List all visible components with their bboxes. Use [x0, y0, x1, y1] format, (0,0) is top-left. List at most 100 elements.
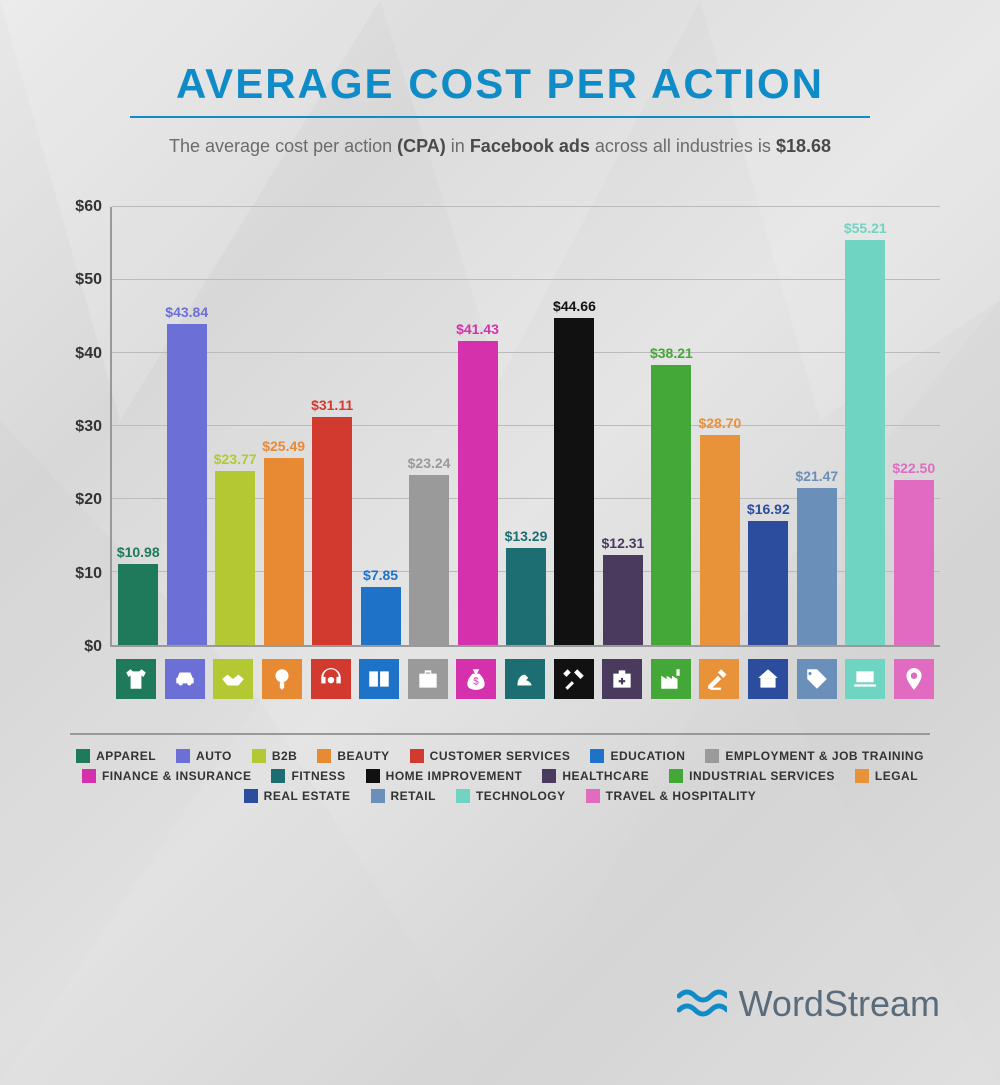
y-tick-label: $40	[75, 345, 102, 363]
bar	[458, 341, 498, 645]
pin-icon	[891, 659, 938, 699]
legend-swatch	[271, 769, 285, 783]
legend-item: AUTO	[176, 749, 232, 763]
bar	[215, 471, 255, 645]
title-underline	[130, 116, 870, 118]
subtitle-text: across all industries is	[590, 136, 776, 156]
bar-value-label: $43.84	[165, 304, 208, 320]
legend-label: BEAUTY	[337, 749, 389, 763]
legend-item: RETAIL	[371, 789, 436, 803]
mirror-icon	[259, 659, 306, 699]
y-axis: $0$10$20$30$40$50$60	[50, 207, 110, 647]
briefcase-icon	[405, 659, 452, 699]
bar	[700, 435, 740, 645]
brand-logo: WordStream	[677, 983, 940, 1025]
bar-value-label: $12.31	[602, 535, 645, 551]
legend: APPAREL AUTO B2B BEAUTY CUSTOMER SERVICES EDU…	[70, 733, 930, 803]
bar	[409, 475, 449, 645]
legend-item: FITNESS	[271, 769, 345, 783]
legend-item: CUSTOMER SERVICES	[410, 749, 571, 763]
subtitle-cpa: (CPA)	[397, 136, 446, 156]
legend-swatch	[669, 769, 683, 783]
bar-technology: $55.21	[842, 220, 888, 645]
bar-value-label: $55.21	[844, 220, 887, 236]
bar	[167, 324, 207, 645]
bar	[845, 240, 885, 645]
bar	[361, 587, 401, 645]
bar	[603, 555, 643, 645]
bar-customer-services: $31.11	[309, 397, 355, 645]
bar-b-b: $23.77	[212, 451, 258, 645]
bar-value-label: $23.77	[214, 451, 257, 467]
legend-label: APPAREL	[96, 749, 156, 763]
bar-value-label: $7.85	[363, 567, 398, 583]
legend-item: BEAUTY	[317, 749, 389, 763]
legend-swatch	[366, 769, 380, 783]
legend-label: CUSTOMER SERVICES	[430, 749, 571, 763]
legend-item: TECHNOLOGY	[456, 789, 566, 803]
legend-item: INDUSTRIAL SERVICES	[669, 769, 835, 783]
bar-education: $7.85	[357, 567, 403, 645]
handshake-icon	[210, 659, 257, 699]
house-icon	[745, 659, 792, 699]
legend-label: REAL ESTATE	[264, 789, 351, 803]
bar-legal: $28.70	[697, 415, 743, 645]
y-tick-label: $60	[75, 198, 102, 216]
legend-item: REAL ESTATE	[244, 789, 351, 803]
legend-label: AUTO	[196, 749, 232, 763]
bar-value-label: $22.50	[892, 460, 935, 476]
subtitle-fb: Facebook ads	[470, 136, 590, 156]
car-icon	[162, 659, 209, 699]
tools-icon	[550, 659, 597, 699]
y-tick-label: $0	[84, 638, 102, 656]
bar-finance-insurance: $41.43	[454, 321, 500, 645]
moneybag-icon	[453, 659, 500, 699]
bar-travel-hospitality: $22.50	[891, 460, 937, 645]
plot-area: $10.98 $43.84 $23.77 $25.49$31.11 $7.85 $23.2…	[110, 207, 940, 647]
legend-swatch	[176, 749, 190, 763]
bar-real-estate: $16.92	[745, 501, 791, 645]
book-icon	[356, 659, 403, 699]
bar-value-label: $44.66	[553, 298, 596, 314]
brand-waves-icon	[677, 984, 727, 1025]
legend-label: FINANCE & INSURANCE	[102, 769, 252, 783]
bar-chart: $0$10$20$30$40$50$60 $10.98$43.84$23.77$…	[50, 207, 950, 707]
legend-label: TRAVEL & HOSPITALITY	[606, 789, 757, 803]
legend-item: EMPLOYMENT & JOB TRAINING	[705, 749, 924, 763]
headset-icon	[307, 659, 354, 699]
bar-value-label: $23.24	[408, 455, 451, 471]
legend-label: FITNESS	[291, 769, 345, 783]
subtitle-text: The average cost per action	[169, 136, 397, 156]
legend-label: B2B	[272, 749, 298, 763]
flex-icon	[502, 659, 549, 699]
legend-swatch	[317, 749, 331, 763]
bar-auto: $43.84	[163, 304, 209, 645]
shirt-icon	[113, 659, 160, 699]
bar-retail: $21.47	[794, 468, 840, 645]
bar-value-label: $38.21	[650, 345, 693, 361]
bar	[264, 458, 304, 645]
bar	[797, 488, 837, 645]
legend-label: HEALTHCARE	[562, 769, 649, 783]
bar-value-label: $25.49	[262, 438, 305, 454]
legend-swatch	[410, 749, 424, 763]
legend-item: B2B	[252, 749, 298, 763]
legend-item: TRAVEL & HOSPITALITY	[586, 789, 757, 803]
legend-label: EDUCATION	[610, 749, 685, 763]
legend-swatch	[371, 789, 385, 803]
y-tick-label: $50	[75, 271, 102, 289]
subtitle-value: $18.68	[776, 136, 831, 156]
legend-swatch	[590, 749, 604, 763]
legend-swatch	[76, 749, 90, 763]
bar-apparel: $10.98	[115, 544, 161, 645]
bar-value-label: $28.70	[698, 415, 741, 431]
chart-title: AVERAGE COST PER ACTION	[50, 60, 950, 108]
category-icons-row	[110, 659, 940, 699]
legend-item: APPAREL	[76, 749, 156, 763]
legend-item: FINANCE & INSURANCE	[82, 769, 252, 783]
bar	[312, 417, 352, 645]
bar-employment-job-training: $23.24	[406, 455, 452, 645]
bar	[118, 564, 158, 645]
legend-item: HEALTHCARE	[542, 769, 649, 783]
bar-beauty: $25.49	[260, 438, 306, 645]
